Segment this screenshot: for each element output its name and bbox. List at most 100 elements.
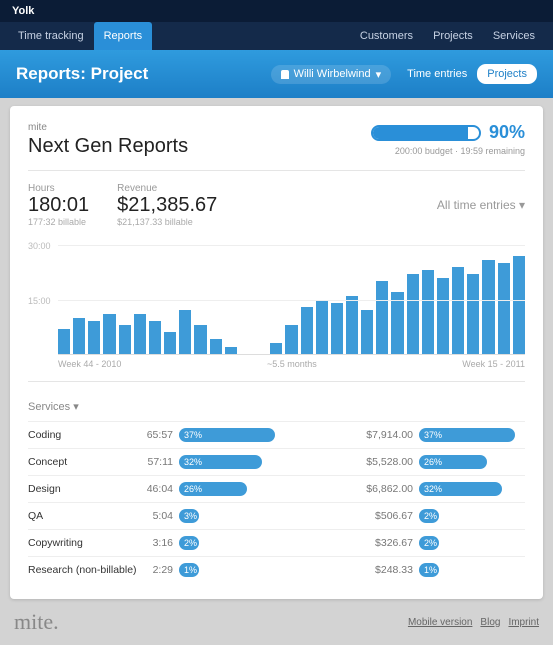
- revenue-sub: $21,137.33 billable: [117, 217, 217, 227]
- breadcrumb[interactable]: mite: [28, 122, 188, 133]
- service-time: 5:04: [138, 510, 173, 522]
- footer-link-imprint[interactable]: Imprint: [508, 617, 539, 628]
- chart-bar: [391, 292, 403, 354]
- chart-bar: [210, 339, 222, 354]
- service-amt-pill: 32%: [419, 482, 502, 496]
- nav-right: CustomersProjectsServices: [350, 22, 545, 50]
- chart-bar: [331, 303, 343, 354]
- nav-tab-time-tracking[interactable]: Time tracking: [8, 22, 94, 50]
- service-pct-pill: 32%: [179, 455, 262, 469]
- chart-bar: [103, 314, 115, 354]
- chart-bar: [346, 296, 358, 354]
- chart-bar: [179, 310, 191, 354]
- service-time: 46:04: [138, 483, 173, 495]
- bar-chart: 30:0015:00 Week 44 - 2010 ~5.5 months We…: [28, 245, 525, 369]
- chart-bar: [301, 307, 313, 354]
- service-row: QA5:04 3% $506.67 2%: [28, 502, 525, 529]
- services-dropdown[interactable]: Services ▾: [28, 400, 525, 413]
- service-pct-pill: 3%: [179, 509, 199, 523]
- report-header: Reports: Project Willi Wirbelwind ▾ Time…: [0, 50, 553, 98]
- chart-bar: [270, 343, 282, 354]
- chart-bar: [194, 325, 206, 354]
- budget-sub: 200:00 budget · 19:59 remaining: [371, 146, 525, 156]
- seg-projects[interactable]: Projects: [477, 64, 537, 84]
- nav-link-projects[interactable]: Projects: [423, 22, 483, 50]
- seg-time-entries[interactable]: Time entries: [397, 64, 477, 84]
- footer-link-blog[interactable]: Blog: [480, 617, 500, 628]
- budget-percent: 90%: [489, 122, 525, 143]
- footer: mite. Mobile version Blog Imprint: [0, 599, 553, 645]
- chart-bar: [452, 267, 464, 354]
- service-row: Concept57:1132%$5,528.0026%: [28, 448, 525, 475]
- chart-bar: [437, 278, 449, 354]
- user-name: Willi Wirbelwind: [294, 68, 371, 80]
- chart-bar: [225, 347, 237, 354]
- xaxis-left: Week 44 - 2010: [58, 359, 121, 369]
- service-name: Coding: [28, 429, 138, 441]
- service-amount: $7,914.00: [348, 429, 413, 441]
- filter-dropdown[interactable]: All time entries ▾: [437, 198, 525, 212]
- chart-bar: [164, 332, 176, 354]
- service-time: 2:29: [138, 564, 173, 576]
- xaxis-right: Week 15 - 2011: [462, 359, 525, 369]
- budget-progress-bar: [371, 125, 481, 141]
- project-title: Next Gen Reports: [28, 135, 188, 158]
- chevron-down-icon: ▾: [519, 198, 525, 212]
- footer-link-mobile-version[interactable]: Mobile version: [408, 617, 472, 628]
- report-card: mite Next Gen Reports 90% 200:00 budget …: [10, 106, 543, 599]
- service-row: Design46:04 26% $6,862.00 32%: [28, 475, 525, 502]
- chart-bar: [513, 256, 525, 354]
- nav-link-services[interactable]: Services: [483, 22, 545, 50]
- page-title: Reports: Project: [16, 64, 148, 84]
- chart-bar: [119, 325, 131, 354]
- service-pct-pill: 26%: [179, 482, 247, 496]
- nav-tab-reports[interactable]: Reports: [94, 22, 153, 50]
- chart-bar: [285, 325, 297, 354]
- chart-bar: [498, 263, 510, 354]
- service-amount: $326.67: [348, 537, 413, 549]
- service-amount: $506.67: [348, 510, 413, 522]
- service-row: Research (non-billable)2:291%$248.331%: [28, 556, 525, 583]
- services-table: Coding65:5737%$7,914.0037%Concept57:1132…: [28, 421, 525, 583]
- user-dropdown[interactable]: Willi Wirbelwind ▾: [271, 65, 392, 84]
- chart-bar: [482, 260, 494, 354]
- service-name: QA: [28, 510, 138, 522]
- service-pct-pill: 1%: [179, 563, 199, 577]
- service-row: Coding65:5737%$7,914.0037%: [28, 421, 525, 448]
- hours-value: 180:01: [28, 194, 89, 217]
- chart-bar: [316, 300, 328, 355]
- navbar: Time trackingReports CustomersProjectsSe…: [0, 22, 553, 50]
- service-amt-pill: 1%: [419, 563, 439, 577]
- chart-bar: [73, 318, 85, 354]
- chart-bar: [467, 274, 479, 354]
- ytick: 30:00: [28, 241, 51, 251]
- nav-link-customers[interactable]: Customers: [350, 22, 423, 50]
- view-toggle: Time entriesProjects: [397, 64, 537, 84]
- revenue-label: Revenue: [117, 183, 217, 194]
- service-amt-pill: 2%: [419, 509, 439, 523]
- chart-bar: [361, 310, 373, 354]
- service-name: Design: [28, 483, 138, 495]
- revenue-value: $21,385.67: [117, 194, 217, 217]
- service-name: Copywriting: [28, 537, 138, 549]
- chevron-down-icon: ▾: [73, 401, 79, 413]
- service-amount: $5,528.00: [348, 456, 413, 468]
- service-amount: $6,862.00: [348, 483, 413, 495]
- chart-bar: [134, 314, 146, 354]
- service-name: Concept: [28, 456, 138, 468]
- chart-bar: [58, 329, 70, 354]
- brand-name: Yolk: [12, 5, 34, 17]
- ytick: 15:00: [28, 296, 51, 306]
- service-time: 3:16: [138, 537, 173, 549]
- mite-logo: mite.: [14, 609, 59, 635]
- chart-bar: [88, 321, 100, 354]
- nav-left: Time trackingReports: [8, 22, 152, 50]
- xaxis-mid: ~5.5 months: [267, 359, 317, 369]
- hours-sub: 177:32 billable: [28, 217, 89, 227]
- service-amt-pill: 2%: [419, 536, 439, 550]
- service-amount: $248.33: [348, 564, 413, 576]
- service-amt-pill: 26%: [419, 455, 487, 469]
- user-icon: [281, 70, 289, 79]
- service-time: 65:57: [138, 429, 173, 441]
- service-pct-pill: 2%: [179, 536, 199, 550]
